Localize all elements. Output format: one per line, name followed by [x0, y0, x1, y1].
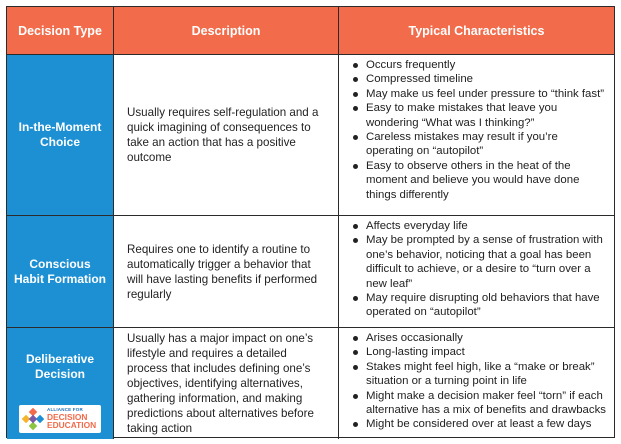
logo-line-1: ALLIANCE FOR — [47, 407, 83, 413]
decision-type-cell: Conscious Habit Formation — [7, 216, 114, 327]
characteristics-list: Affects everyday life May be prompted by… — [352, 219, 608, 320]
list-item: Arises occasionally — [352, 331, 608, 345]
decision-type-cell: Deliberative Decision ALLIANCE FOR DECIS… — [7, 328, 114, 439]
list-item: Stakes might feel high, like a “make or … — [352, 360, 608, 389]
list-item: Compressed timeline — [352, 72, 608, 86]
decision-type-cell: In-the-Moment Choice — [7, 55, 114, 215]
description-text: Usually has a major impact on one’s life… — [127, 332, 314, 435]
list-item: Occurs frequently — [352, 58, 608, 72]
table-row: Deliberative Decision ALLIANCE FOR DECIS… — [7, 327, 614, 439]
description-cell: Usually has a major impact on one’s life… — [114, 328, 339, 439]
description-cell: Requires one to identify a routine to au… — [114, 216, 339, 327]
list-item: Careless mistakes may result if you’re o… — [352, 130, 608, 159]
logo-line-2: DECISION — [47, 411, 88, 422]
description-cell: Usually requires self-regulation and a q… — [114, 55, 339, 215]
table-header-row: Decision Type Description Typical Charac… — [7, 7, 614, 54]
characteristics-list: Occurs frequently Compressed timeline Ma… — [352, 58, 608, 202]
header-description: Description — [114, 7, 339, 54]
table-row: Conscious Habit Formation Requires one t… — [7, 215, 614, 327]
decision-types-table: Decision Type Description Typical Charac… — [6, 6, 615, 439]
characteristics-cell: Affects everyday life May be prompted by… — [339, 216, 614, 327]
list-item: May require disrupting old behaviors tha… — [352, 291, 608, 320]
list-item: May make us feel under pressure to “thin… — [352, 87, 608, 101]
logo-wordmark: ALLIANCE FOR DECISION EDUCATION — [47, 407, 97, 431]
header-typical-characteristics: Typical Characteristics — [408, 23, 545, 38]
list-item: Affects everyday life — [352, 219, 608, 233]
logo-mark-icon — [22, 408, 44, 430]
characteristics-list: Arises occasionally Long-lasting impact … — [352, 331, 608, 432]
description-text: Requires one to identify a routine to au… — [127, 242, 318, 301]
description-text: Usually requires self-regulation and a q… — [127, 106, 319, 164]
list-item: May be prompted by a sense of frustratio… — [352, 233, 608, 291]
table-row: In-the-Moment Choice Usually requires se… — [7, 54, 614, 215]
characteristics-cell: Arises occasionally Long-lasting impact … — [339, 328, 614, 439]
list-item: Easy to make mistakes that leave you won… — [352, 101, 608, 130]
decision-type-label: Conscious Habit Formation — [14, 256, 106, 286]
alliance-for-decision-education-logo: ALLIANCE FOR DECISION EDUCATION — [19, 405, 101, 433]
characteristics-cell: Occurs frequently Compressed timeline Ma… — [339, 55, 614, 215]
list-item: Might make a decision maker feel “torn” … — [352, 389, 608, 418]
list-item: Easy to observe others in the heat of th… — [352, 159, 608, 202]
header-decision-type: Decision Type — [7, 7, 114, 54]
list-item: Might be considered over at least a few … — [352, 417, 608, 431]
list-item: Long-lasting impact — [352, 345, 608, 359]
logo-line-3: EDUCATION — [47, 420, 97, 431]
decision-type-label: Deliberative Decision — [25, 352, 95, 381]
decision-type-label: In-the-Moment Choice — [18, 120, 102, 149]
